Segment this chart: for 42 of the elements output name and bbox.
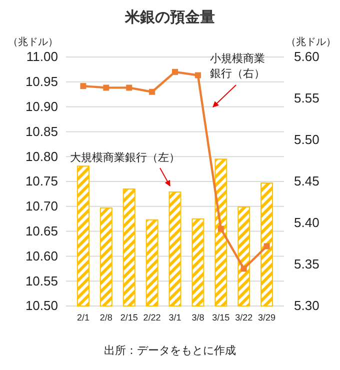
x-tick-label: 3/22: [235, 312, 253, 322]
y-tick-label: 10.70: [25, 198, 58, 214]
point: [194, 72, 201, 78]
point: [80, 83, 86, 90]
x-tick-label: 3/1: [168, 312, 182, 322]
x-tick-label: 3/8: [192, 312, 204, 322]
point: [172, 68, 178, 75]
point: [126, 84, 132, 91]
x-tick-label: 2/15: [120, 312, 138, 322]
point: [103, 84, 110, 91]
y-tick-label: 10.90: [25, 98, 58, 114]
y2-tick-label: 5.45: [294, 174, 320, 189]
y-tick-label: 10.95: [25, 74, 58, 90]
series-label: 小規模商業銀行（右）: [210, 52, 265, 80]
y-tick-label: 10.50: [25, 298, 58, 314]
y2-tick-label: 5.30: [294, 298, 320, 314]
y-axis-title: （兆ドル）: [8, 36, 58, 48]
y-tick-label: 10.65: [25, 223, 58, 238]
point: [264, 243, 270, 250]
y2-tick-label: 5.50: [294, 132, 320, 148]
point: [149, 88, 156, 95]
point: [218, 226, 224, 232]
x-tick-label: 3/29: [258, 312, 276, 322]
y2-tick-label: 5.60: [294, 49, 320, 64]
series-label: 大規模商業銀行（左）: [70, 151, 180, 164]
chart-title: 米銀の預金量: [124, 8, 215, 26]
y-tick-label: 10.55: [25, 273, 58, 288]
point: [240, 266, 247, 272]
y-tick-label: 10.60: [25, 248, 58, 264]
y-tick-label: 10.85: [25, 124, 58, 139]
y-tick-label: 10.75: [25, 174, 58, 189]
text: 出所：データをもとに作成: [104, 344, 236, 357]
x-tick-label: 2/22: [143, 312, 161, 322]
y-tick-label: 11.00: [26, 49, 58, 64]
y2-axis-title: （兆ドル）: [286, 36, 336, 48]
y-tick-label: 10.80: [25, 148, 58, 164]
x-tick-label: 2/8: [100, 312, 112, 322]
x-tick-label: 2/1: [76, 312, 90, 322]
x-tick-label: 3/15: [212, 312, 230, 322]
y2-tick-label: 5.55: [294, 90, 320, 106]
y2-tick-label: 5.35: [294, 256, 320, 272]
y2-tick-label: 5.40: [294, 215, 320, 230]
